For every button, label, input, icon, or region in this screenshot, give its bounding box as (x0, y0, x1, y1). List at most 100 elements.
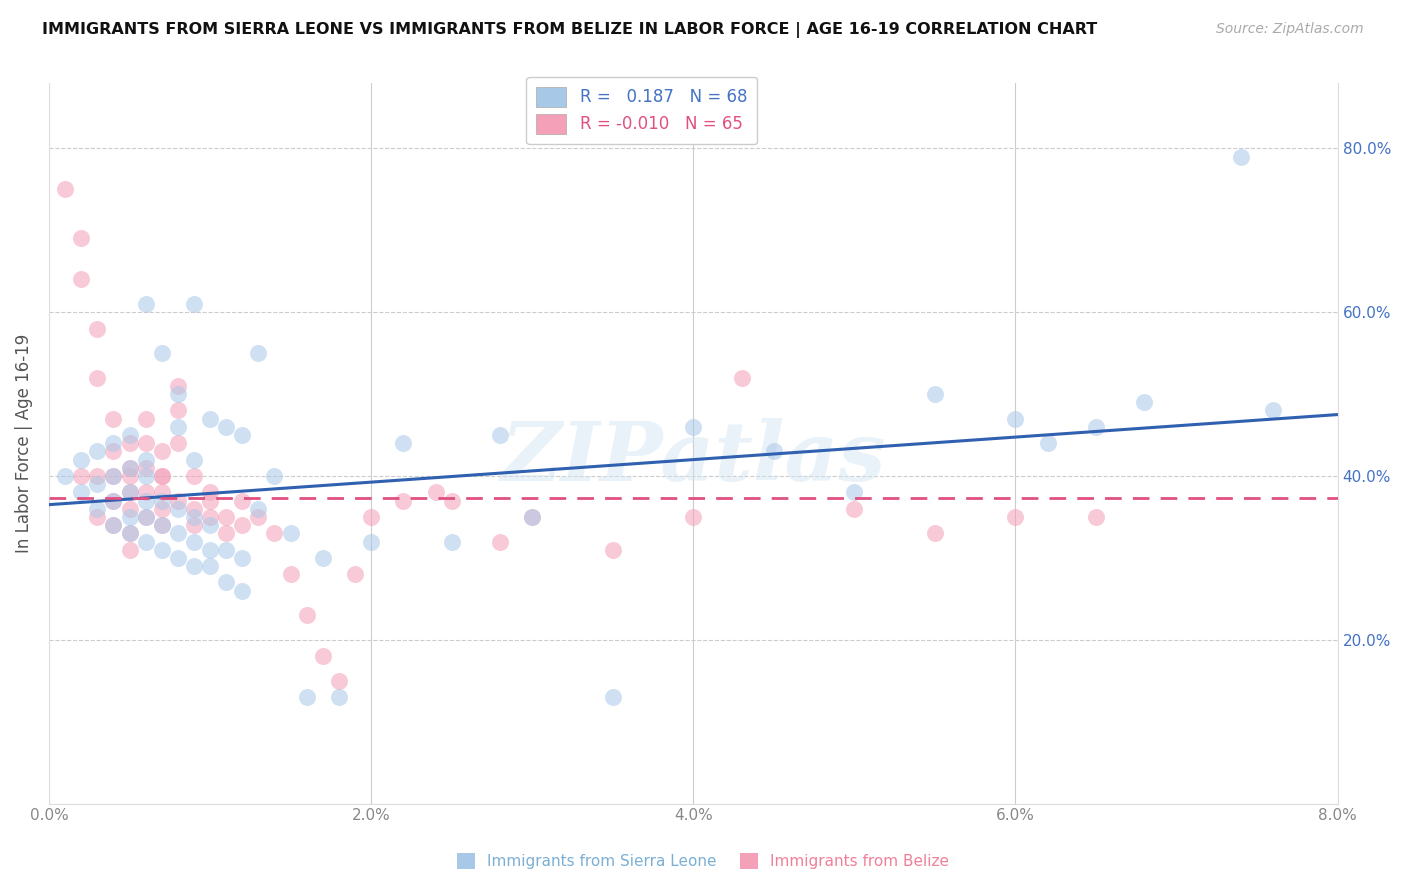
Point (392, 493, 415, 508)
Point (247, 346, 270, 360)
Point (280, 567, 302, 582)
Point (1004, 411, 1026, 425)
Point (166, 436, 188, 450)
Point (166, 550, 188, 565)
Point (924, 526, 946, 541)
Point (231, 550, 253, 565)
Point (198, 559, 221, 574)
Point (86, 321, 108, 335)
Point (53, 469, 76, 483)
Point (103, 493, 125, 508)
Point (247, 510, 270, 524)
Point (263, 526, 285, 541)
Point (183, 510, 205, 524)
Point (118, 485, 141, 500)
Point (150, 469, 173, 483)
Point (166, 493, 188, 508)
Point (522, 510, 544, 524)
Point (344, 567, 367, 582)
Point (135, 452, 157, 467)
Y-axis label: In Labor Force | Age 16-19: In Labor Force | Age 16-19 (15, 334, 32, 553)
Point (86, 444, 108, 458)
Point (1004, 510, 1026, 524)
Point (231, 583, 253, 598)
Point (231, 518, 253, 533)
Point (198, 493, 221, 508)
Point (1263, 403, 1285, 417)
Point (166, 526, 188, 541)
Point (231, 493, 253, 508)
Point (103, 493, 125, 508)
Point (1133, 395, 1156, 409)
Point (183, 518, 205, 533)
Point (86, 370, 108, 384)
Point (762, 444, 785, 458)
Point (198, 485, 221, 500)
Point (103, 518, 125, 533)
Point (118, 501, 141, 516)
Point (440, 493, 463, 508)
Point (328, 673, 350, 688)
Point (215, 420, 238, 434)
Point (118, 526, 141, 541)
Point (1085, 510, 1108, 524)
Point (924, 387, 946, 401)
Point (135, 510, 157, 524)
Point (183, 469, 205, 483)
Point (844, 501, 866, 516)
Text: ZIPatlas: ZIPatlas (501, 417, 886, 498)
Point (198, 542, 221, 557)
Point (392, 436, 415, 450)
Point (150, 518, 173, 533)
Point (522, 510, 544, 524)
Point (86, 501, 108, 516)
Point (328, 690, 350, 705)
Point (103, 469, 125, 483)
Point (150, 542, 173, 557)
Point (295, 608, 318, 623)
Point (70, 485, 93, 500)
Point (70, 231, 93, 245)
Point (135, 493, 157, 508)
Point (103, 518, 125, 533)
Point (53, 182, 76, 196)
Point (118, 436, 141, 450)
Point (489, 534, 512, 549)
Point (360, 534, 382, 549)
Point (198, 411, 221, 425)
Point (682, 510, 704, 524)
Point (183, 559, 205, 574)
Point (166, 420, 188, 434)
Point (602, 690, 624, 705)
Point (103, 411, 125, 425)
Point (312, 649, 335, 664)
Point (280, 526, 302, 541)
Point (103, 436, 125, 450)
Point (118, 469, 141, 483)
Point (150, 501, 173, 516)
Text: IMMIGRANTS FROM SIERRA LEONE VS IMMIGRANTS FROM BELIZE IN LABOR FORCE | AGE 16-1: IMMIGRANTS FROM SIERRA LEONE VS IMMIGRAN… (42, 22, 1098, 38)
Point (425, 485, 447, 500)
Point (135, 411, 157, 425)
Point (135, 485, 157, 500)
Point (150, 469, 173, 483)
Point (360, 510, 382, 524)
Point (844, 485, 866, 500)
Point (118, 542, 141, 557)
Point (166, 379, 188, 393)
Point (118, 460, 141, 475)
Point (231, 428, 253, 442)
Point (682, 420, 704, 434)
Point (70, 469, 93, 483)
Point (150, 346, 173, 360)
Point (118, 485, 141, 500)
Point (86, 510, 108, 524)
Point (730, 370, 752, 384)
Point (103, 469, 125, 483)
Point (135, 460, 157, 475)
Point (150, 493, 173, 508)
Point (215, 542, 238, 557)
Point (135, 534, 157, 549)
Point (1036, 436, 1059, 450)
Legend: R =   0.187   N = 68, R = -0.010   N = 65: R = 0.187 N = 68, R = -0.010 N = 65 (526, 77, 758, 145)
